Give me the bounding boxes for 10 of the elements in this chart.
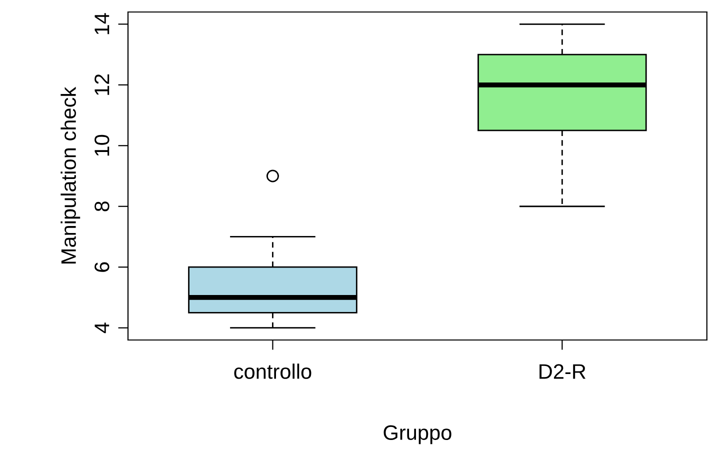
y-tick-label: 8 (94, 201, 110, 212)
x-tick-label: controllo (234, 364, 312, 379)
y-tick-label: 10 (94, 134, 110, 156)
y-tick-label: 4 (94, 322, 110, 334)
x-axis-title: Gruppo (384, 425, 452, 444)
y-tick-label: 6 (94, 262, 110, 272)
y-tick-label: 14 (94, 13, 110, 34)
y-axis-title: Manipulation check (60, 86, 80, 264)
x-tick-label: D2-R (540, 364, 586, 379)
y-tick-label: 12 (94, 74, 110, 95)
